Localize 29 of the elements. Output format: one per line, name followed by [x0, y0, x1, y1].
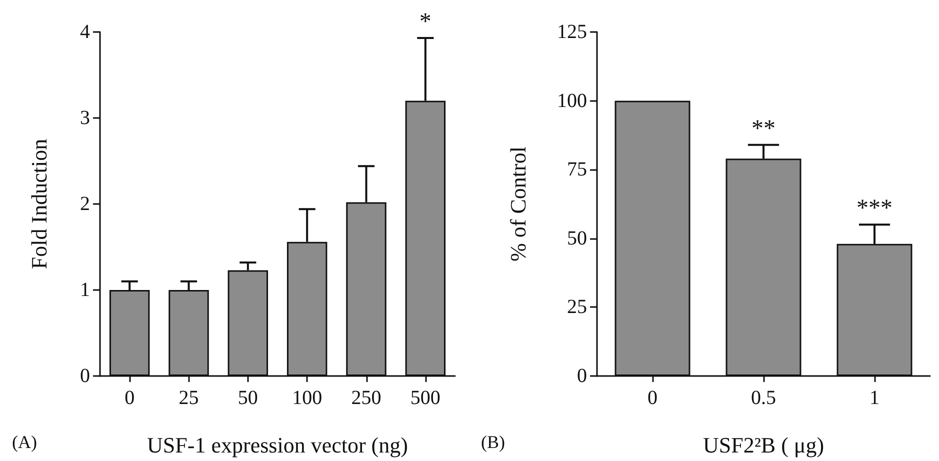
- y-tick-label: 1: [80, 279, 90, 301]
- y-tick-label: 0: [80, 365, 90, 387]
- annotation: *: [419, 9, 432, 36]
- y-tick-label: 0: [577, 365, 587, 387]
- y-tick-label: 4: [80, 21, 90, 43]
- x-tick-label: 250: [351, 387, 382, 409]
- text: (B): [481, 432, 505, 452]
- x-tick-label: 25: [178, 387, 199, 409]
- text: (A): [12, 432, 37, 452]
- y-tick-label: 100: [557, 90, 587, 112]
- y-tick-label: 25: [567, 296, 587, 318]
- x-tick-label: 500: [410, 387, 440, 409]
- x-tick-label: 0: [648, 387, 658, 409]
- y-tick-label: 125: [557, 21, 587, 43]
- y-tick-label: 50: [567, 227, 587, 250]
- y-tick-label: 3: [80, 107, 90, 129]
- x-tick-label: 100: [292, 387, 322, 409]
- annotation: ***: [856, 196, 892, 222]
- x-axis-title: USF-1 expression vector (ng): [147, 432, 408, 458]
- x-tick-label: 0: [124, 387, 135, 409]
- x-tick-label: 50: [238, 387, 258, 409]
- x-axis-title: USF2²B ( μg): [702, 432, 824, 458]
- y-axis-title: Fold Induction: [26, 138, 52, 270]
- annotation: **: [752, 116, 776, 142]
- y-axis-title: % of Control: [506, 146, 530, 262]
- y-tick-label: 75: [567, 158, 587, 181]
- x-tick-label: 1: [870, 387, 880, 409]
- x-tick-label: 0.5: [751, 387, 776, 409]
- y-tick-label: 2: [80, 193, 90, 215]
